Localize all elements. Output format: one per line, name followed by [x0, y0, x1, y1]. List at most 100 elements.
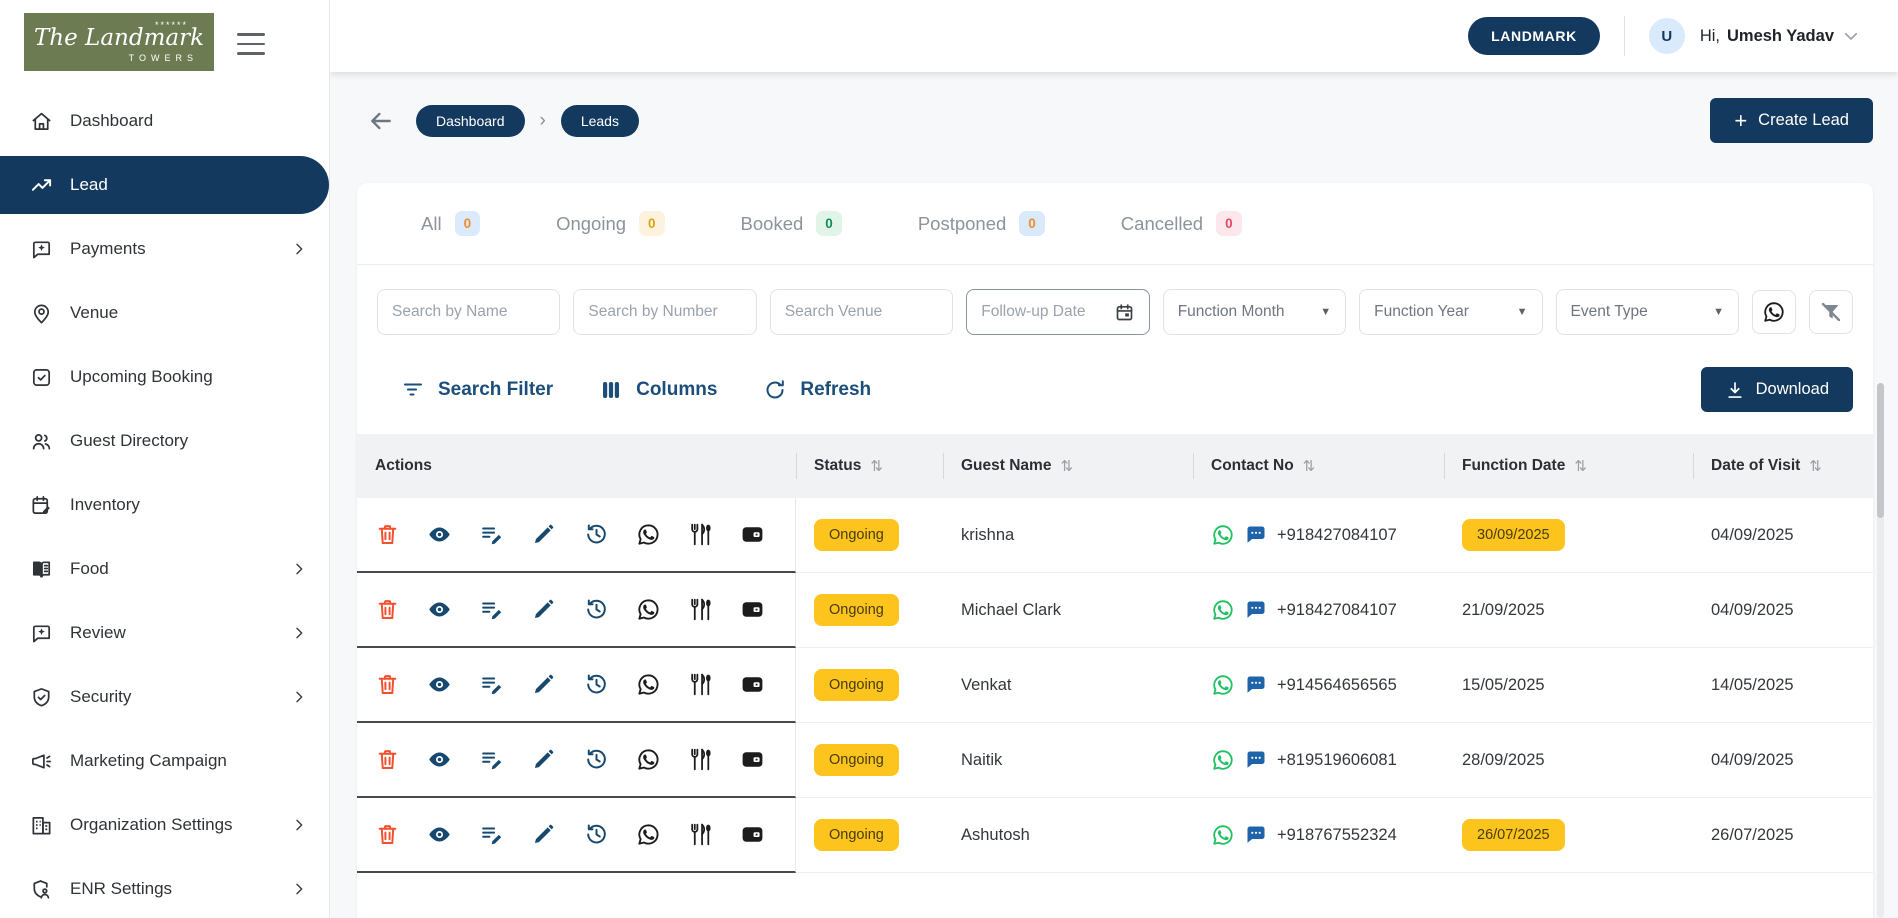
view-button[interactable] — [427, 522, 452, 547]
view-button[interactable] — [427, 597, 452, 622]
chevron-down-icon[interactable] — [1842, 27, 1860, 45]
payment-card-button[interactable] — [740, 747, 765, 772]
sidebar-item-upcoming-booking[interactable]: Upcoming Booking — [0, 348, 329, 406]
breadcrumb-dashboard[interactable]: Dashboard — [416, 104, 525, 137]
edit-note-button[interactable] — [479, 822, 504, 847]
delete-button[interactable] — [375, 747, 400, 772]
tab-ongoing[interactable]: Ongoing 0 — [556, 211, 665, 236]
sms-contact-button[interactable] — [1244, 598, 1268, 622]
whatsapp-contact-button[interactable] — [1211, 823, 1235, 847]
edit-button[interactable] — [531, 747, 556, 772]
payment-card-button[interactable] — [740, 597, 765, 622]
search-name-input[interactable] — [392, 303, 546, 321]
delete-button[interactable] — [375, 822, 400, 847]
food-menu-button[interactable] — [688, 672, 713, 697]
history-button[interactable] — [584, 597, 609, 622]
food-menu-button[interactable] — [688, 597, 713, 622]
sms-contact-button[interactable] — [1244, 523, 1268, 547]
payment-card-button[interactable] — [740, 822, 765, 847]
food-menu-button[interactable] — [688, 747, 713, 772]
sidebar-item-lead[interactable]: Lead — [0, 156, 329, 214]
history-button[interactable] — [584, 522, 609, 547]
event-type-select[interactable]: Event Type ▼ — [1555, 289, 1739, 335]
sort-icon[interactable]: ⇅ — [1809, 458, 1822, 475]
calendar-icon[interactable] — [1114, 302, 1135, 323]
sidebar-item-organization-settings[interactable]: Organization Settings — [0, 796, 329, 854]
sidebar-item-food[interactable]: Food — [0, 540, 329, 598]
breadcrumb-leads[interactable]: Leads — [560, 104, 639, 137]
edit-button[interactable] — [531, 597, 556, 622]
organization-button[interactable]: LANDMARK — [1468, 17, 1600, 55]
sidebar-item-guest-directory[interactable]: Guest Directory — [0, 412, 329, 470]
history-button[interactable] — [584, 822, 609, 847]
payment-card-button[interactable] — [740, 672, 765, 697]
edit-button[interactable] — [531, 822, 556, 847]
sidebar-item-inventory[interactable]: Inventory — [0, 476, 329, 534]
sidebar-item-review[interactable]: Review — [0, 604, 329, 662]
function-month-select[interactable]: Function Month ▼ — [1162, 289, 1347, 335]
search-venue-input[interactable] — [784, 303, 939, 321]
view-button[interactable] — [427, 672, 452, 697]
back-button[interactable] — [368, 108, 394, 134]
whatsapp-contact-button[interactable] — [1211, 748, 1235, 772]
sms-contact-button[interactable] — [1244, 823, 1268, 847]
header-date-of-visit[interactable]: Date of Visit ⇅ — [1693, 434, 1873, 498]
create-lead-button[interactable]: + Create Lead — [1710, 98, 1873, 143]
delete-button[interactable] — [375, 522, 400, 547]
scrollbar-thumb[interactable] — [1877, 383, 1884, 518]
hamburger-menu-icon[interactable] — [237, 33, 265, 55]
header-guest-name[interactable]: Guest Name ⇅ — [943, 434, 1193, 498]
view-button[interactable] — [427, 822, 452, 847]
sms-contact-button[interactable] — [1244, 748, 1268, 772]
tab-postponed[interactable]: Postponed 0 — [918, 211, 1045, 236]
edit-button[interactable] — [531, 522, 556, 547]
vertical-scrollbar[interactable] — [1877, 383, 1884, 918]
whatsapp-button[interactable] — [636, 597, 661, 622]
header-function-date[interactable]: Function Date ⇅ — [1444, 434, 1693, 498]
edit-note-button[interactable] — [479, 522, 504, 547]
follow-up-date-input[interactable] — [981, 303, 1106, 321]
food-menu-button[interactable] — [688, 522, 713, 547]
whatsapp-button[interactable] — [636, 522, 661, 547]
delete-button[interactable] — [375, 672, 400, 697]
food-menu-button[interactable] — [688, 822, 713, 847]
tab-all[interactable]: All 0 — [421, 211, 481, 236]
whatsapp-button[interactable] — [636, 672, 661, 697]
view-button[interactable] — [427, 747, 452, 772]
sidebar-item-marketing-campaign[interactable]: Marketing Campaign — [0, 732, 329, 790]
history-button[interactable] — [584, 672, 609, 697]
edit-note-button[interactable] — [479, 597, 504, 622]
whatsapp-contact-button[interactable] — [1211, 598, 1235, 622]
header-status[interactable]: Status ⇅ — [796, 434, 943, 498]
search-filter-button[interactable]: Search Filter — [401, 378, 553, 402]
whatsapp-button[interactable] — [636, 822, 661, 847]
sort-icon[interactable]: ⇅ — [1574, 458, 1587, 475]
sidebar-item-venue[interactable]: Venue — [0, 284, 329, 342]
whatsapp-contact-button[interactable] — [1211, 523, 1235, 547]
edit-button[interactable] — [531, 672, 556, 697]
tab-cancelled[interactable]: Cancelled 0 — [1121, 211, 1242, 236]
sort-icon[interactable]: ⇅ — [1060, 458, 1074, 475]
payment-card-button[interactable] — [740, 522, 765, 547]
whatsapp-contact-button[interactable] — [1211, 673, 1235, 697]
sidebar-item-dashboard[interactable]: Dashboard — [0, 92, 329, 150]
whatsapp-button[interactable] — [636, 747, 661, 772]
header-contact-no[interactable]: Contact No ⇅ — [1193, 434, 1444, 498]
tab-booked[interactable]: Booked 0 — [741, 211, 842, 236]
sidebar-item-enr-settings[interactable]: ENR Settings — [0, 860, 329, 918]
sort-icon[interactable]: ⇅ — [870, 458, 883, 475]
columns-button[interactable]: Columns — [599, 378, 717, 402]
sort-icon[interactable]: ⇅ — [1302, 458, 1316, 475]
sidebar-item-payments[interactable]: Payments — [0, 220, 329, 278]
download-button[interactable]: Download — [1700, 367, 1853, 412]
avatar[interactable]: U — [1648, 18, 1685, 54]
delete-button[interactable] — [375, 597, 400, 622]
sidebar-item-security[interactable]: Security — [0, 668, 329, 726]
edit-note-button[interactable] — [479, 672, 504, 697]
whatsapp-filter-button[interactable] — [1751, 290, 1796, 334]
function-year-select[interactable]: Function Year ▼ — [1359, 289, 1543, 335]
refresh-button[interactable]: Refresh — [763, 378, 871, 402]
sms-contact-button[interactable] — [1244, 673, 1268, 697]
history-button[interactable] — [584, 747, 609, 772]
search-number-input[interactable] — [588, 303, 742, 321]
